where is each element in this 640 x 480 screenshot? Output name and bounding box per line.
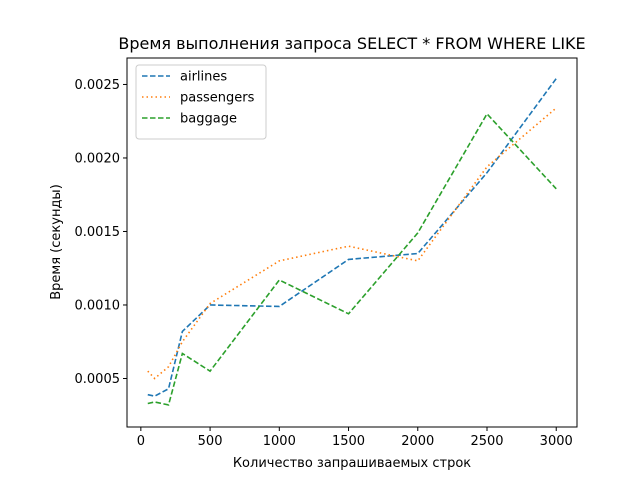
y-tick-label: 0.0025: [75, 78, 121, 93]
x-tick-label: 1000: [263, 434, 296, 449]
plot-frame: [126, 57, 578, 428]
legend-label-baggage: baggage: [180, 112, 237, 127]
y-tick-label: 0.0015: [75, 225, 121, 240]
x-tick-label: 2500: [470, 434, 503, 449]
legend-label-airlines: airlines: [180, 70, 227, 85]
x-tick-label: 0: [137, 434, 145, 449]
legend-label-passengers: passengers: [180, 91, 255, 106]
y-tick-label: 0.0010: [75, 298, 121, 313]
chart-title: Время выполнения запроса SELECT * FROM W…: [118, 34, 585, 53]
y-axis-label: Время (секунды): [49, 184, 64, 300]
y-axis: 0.0005 0.0010 0.0015 0.0020 0.0025: [75, 78, 127, 387]
series-line-baggage: [147, 112, 557, 406]
series-line-airlines: [147, 78, 557, 397]
x-axis-label: Количество запрашиваемых строк: [233, 456, 471, 471]
x-tick-label: 2000: [401, 434, 434, 449]
series-line-passengers: [147, 107, 557, 380]
plot-area: [147, 78, 557, 406]
legend: airlines passengers baggage: [135, 64, 267, 140]
x-tick-label: 3000: [540, 434, 573, 449]
x-tick-label: 1500: [332, 434, 365, 449]
y-tick-label: 0.0005: [75, 372, 121, 387]
x-tick-label: 500: [198, 434, 223, 449]
x-axis: 0 500 1000 1500 2000 2500 3000: [137, 427, 573, 449]
y-tick-label: 0.0020: [75, 151, 121, 166]
legend-box: [135, 64, 267, 140]
